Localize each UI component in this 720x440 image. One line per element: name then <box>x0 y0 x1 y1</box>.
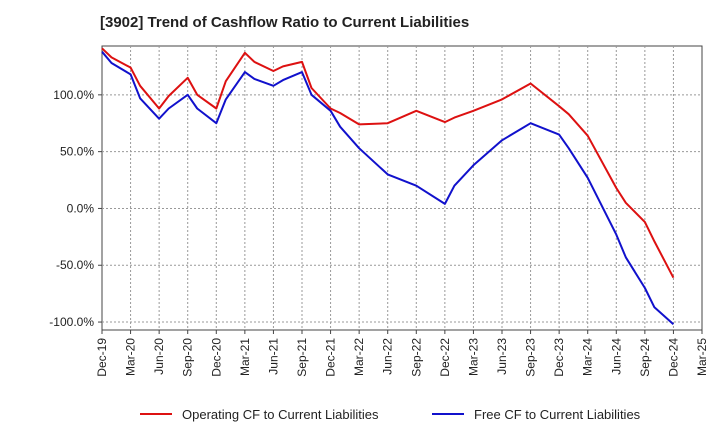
x-tick-label: Sep-21 <box>295 338 309 377</box>
x-tick-label: Jun-20 <box>152 338 166 375</box>
x-tick-label: Mar-23 <box>466 338 480 376</box>
x-tick-label: Dec-24 <box>666 338 680 377</box>
x-tick-label: Jun-21 <box>266 338 280 375</box>
x-tick-label: Dec-23 <box>552 338 566 377</box>
y-tick-label: 0.0% <box>67 201 95 215</box>
chart-title: [3902] Trend of Cashflow Ratio to Curren… <box>100 14 470 31</box>
plot-area <box>101 45 703 331</box>
x-tick-label: Mar-25 <box>695 338 709 376</box>
x-tick-label: Jun-22 <box>381 338 395 375</box>
x-tick-label: Dec-22 <box>438 338 452 377</box>
y-tick-label: 50.0% <box>60 145 94 159</box>
x-tick-label: Dec-19 <box>95 338 109 377</box>
x-tick-label: Mar-22 <box>352 338 366 376</box>
y-axis: 100.0% 50.0% 0.0% -50.0% -100.0% <box>49 88 102 329</box>
x-tick-label: Dec-21 <box>324 338 338 377</box>
x-tick-label: Sep-23 <box>524 338 538 377</box>
legend-label-2: Free CF to Current Liabilities <box>474 407 641 422</box>
grid <box>102 46 702 330</box>
x-tick-label: Dec-20 <box>209 338 223 377</box>
x-tick-label: Mar-20 <box>124 338 138 376</box>
x-tick-label: Mar-24 <box>581 338 595 376</box>
x-tick-label: Jun-23 <box>495 338 509 375</box>
legend-label-1: Operating CF to Current Liabilities <box>182 407 379 422</box>
x-tick-label: Sep-20 <box>181 338 195 377</box>
x-tick-label: Jun-24 <box>609 338 623 375</box>
series-lines <box>101 47 675 326</box>
series-line-1 <box>101 47 675 279</box>
y-tick-label: -100.0% <box>49 315 94 329</box>
x-tick-label: Sep-24 <box>638 338 652 377</box>
y-tick-label: -50.0% <box>56 258 94 272</box>
x-tick-label: Sep-22 <box>409 338 423 377</box>
series-line-2 <box>101 51 675 326</box>
y-tick-label: 100.0% <box>53 88 94 102</box>
x-tick-label: Mar-21 <box>238 338 252 376</box>
legend: Operating CF to Current Liabilities Free … <box>140 407 641 422</box>
x-axis: Dec-19 Mar-20 Jun-20 Sep-20 Dec-20 Mar-21 Jun-… <box>95 330 709 377</box>
